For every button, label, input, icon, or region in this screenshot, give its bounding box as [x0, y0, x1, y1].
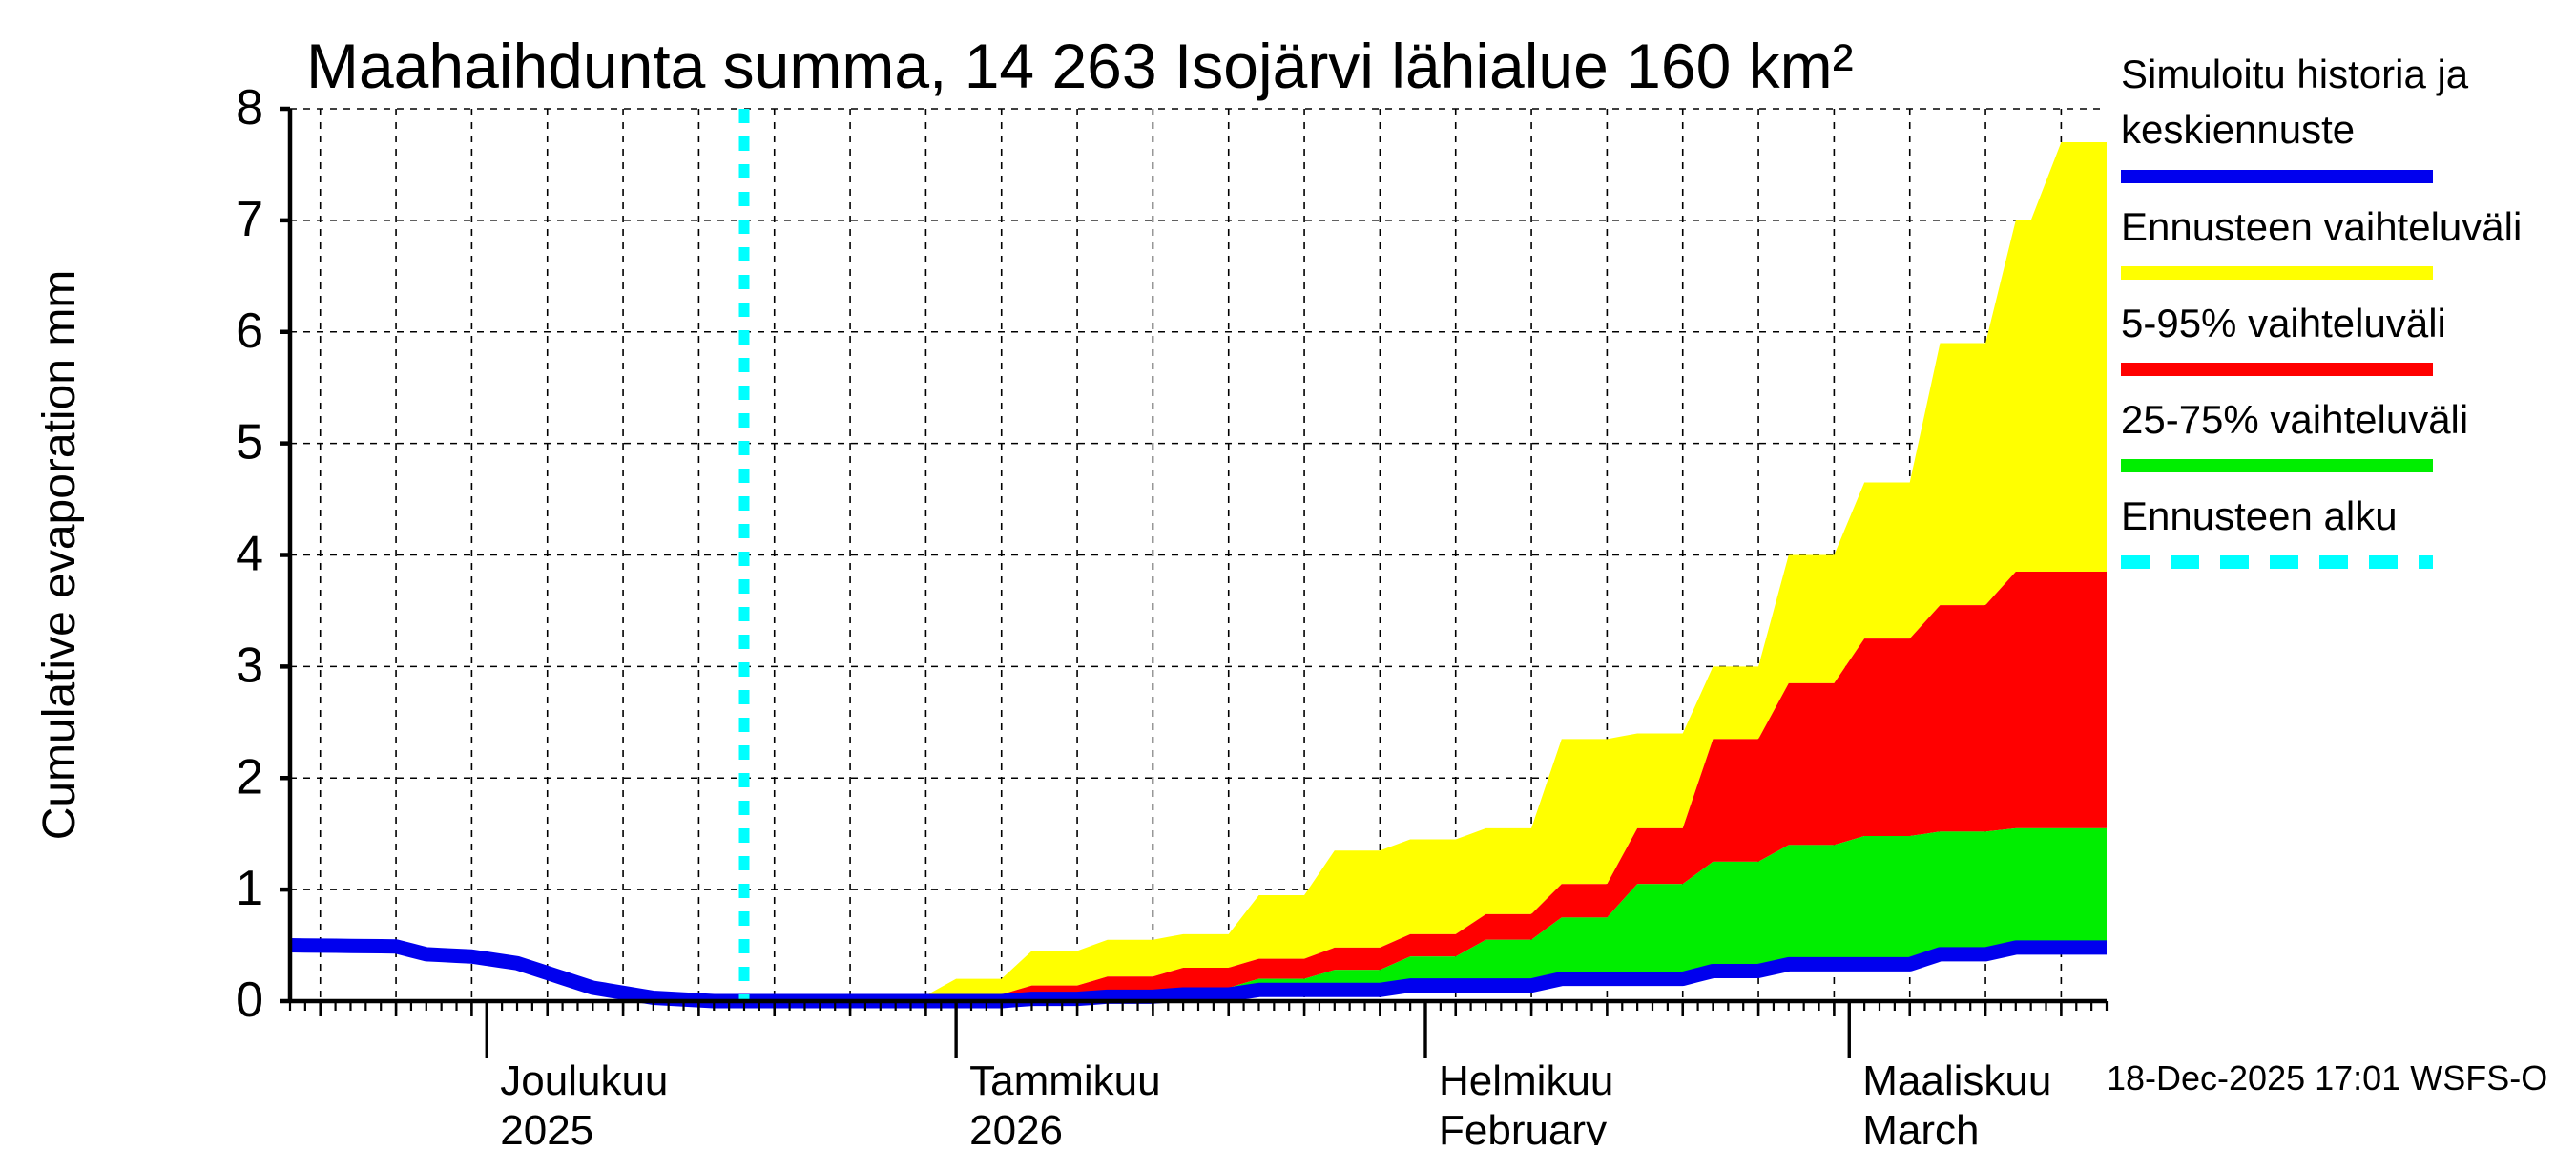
svg-text:keskiennuste: keskiennuste	[2121, 107, 2355, 152]
svg-text:3: 3	[236, 638, 263, 693]
svg-text:2026: 2026	[969, 1107, 1063, 1145]
svg-text:2: 2	[236, 749, 263, 805]
svg-text:6: 6	[236, 303, 263, 359]
svg-text:Simuloitu historia ja: Simuloitu historia ja	[2121, 52, 2469, 96]
svg-text:0: 0	[236, 972, 263, 1028]
svg-text:Cumulative evaporation mm: Cumulative evaporation mm	[34, 270, 85, 841]
svg-text:5-95% vaihteluväli: 5-95% vaihteluväli	[2121, 301, 2446, 345]
svg-text:4: 4	[236, 527, 263, 582]
svg-text:7: 7	[236, 192, 263, 247]
svg-text:Ennusteen vaihteluväli: Ennusteen vaihteluväli	[2121, 204, 2522, 249]
svg-text:5: 5	[236, 415, 263, 470]
svg-text:Helmikuu: Helmikuu	[1439, 1057, 1613, 1104]
svg-text:8: 8	[236, 80, 263, 136]
svg-text:1: 1	[236, 861, 263, 916]
svg-text:Maaliskuu: Maaliskuu	[1862, 1057, 2051, 1104]
svg-text:Tammikuu: Tammikuu	[969, 1057, 1161, 1104]
svg-text:25-75% vaihteluväli: 25-75% vaihteluväli	[2121, 397, 2468, 442]
svg-text:March: March	[1862, 1107, 1979, 1145]
svg-text:2025: 2025	[500, 1107, 593, 1145]
svg-text:Ennusteen alku: Ennusteen alku	[2121, 493, 2398, 538]
svg-text:Maahaihdunta summa, 14 263 Iso: Maahaihdunta summa, 14 263 Isojärvi lähi…	[306, 31, 1854, 101]
svg-text:February: February	[1439, 1107, 1607, 1145]
svg-text:18-Dec-2025 17:01 WSFS-O: 18-Dec-2025 17:01 WSFS-O	[2107, 1058, 2547, 1098]
svg-text:Joulukuu: Joulukuu	[500, 1057, 668, 1104]
